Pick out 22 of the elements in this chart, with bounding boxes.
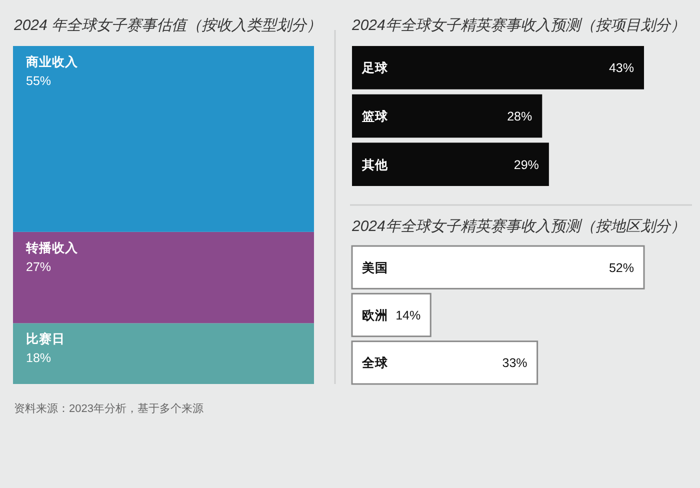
value-label: 29% xyxy=(514,158,539,172)
value-label: 28% xyxy=(507,110,532,124)
value-label: 33% xyxy=(502,356,528,370)
value-label: 43% xyxy=(608,61,634,76)
series-label: 比赛日 xyxy=(26,332,65,346)
category-label: 欧洲 xyxy=(362,308,388,322)
value-label: 55% xyxy=(26,74,52,88)
title: 2024 年全球女子赛事估值（按收入类型划分） xyxy=(14,17,322,34)
annotation: 资料来源：2023年分析，基于多个来源 xyxy=(14,403,204,415)
title: 2024年全球女子精英赛事收入预测（按地区划分） xyxy=(352,218,686,235)
value-label: 27% xyxy=(26,260,52,274)
value-label: 14% xyxy=(396,308,421,322)
series-label: 商业收入 xyxy=(26,55,78,69)
title: 2024年全球女子精英赛事收入预测（按项目划分） xyxy=(352,17,686,34)
value-label: 52% xyxy=(608,260,634,275)
category-label: 篮球 xyxy=(362,110,388,124)
value-label: 18% xyxy=(26,351,52,366)
category-label: 其他 xyxy=(362,158,388,172)
series-label: 转播收入 xyxy=(26,240,78,255)
category-label: 足球 xyxy=(362,61,388,76)
category-label: 美国 xyxy=(362,260,388,275)
category-label: 全球 xyxy=(362,356,388,370)
